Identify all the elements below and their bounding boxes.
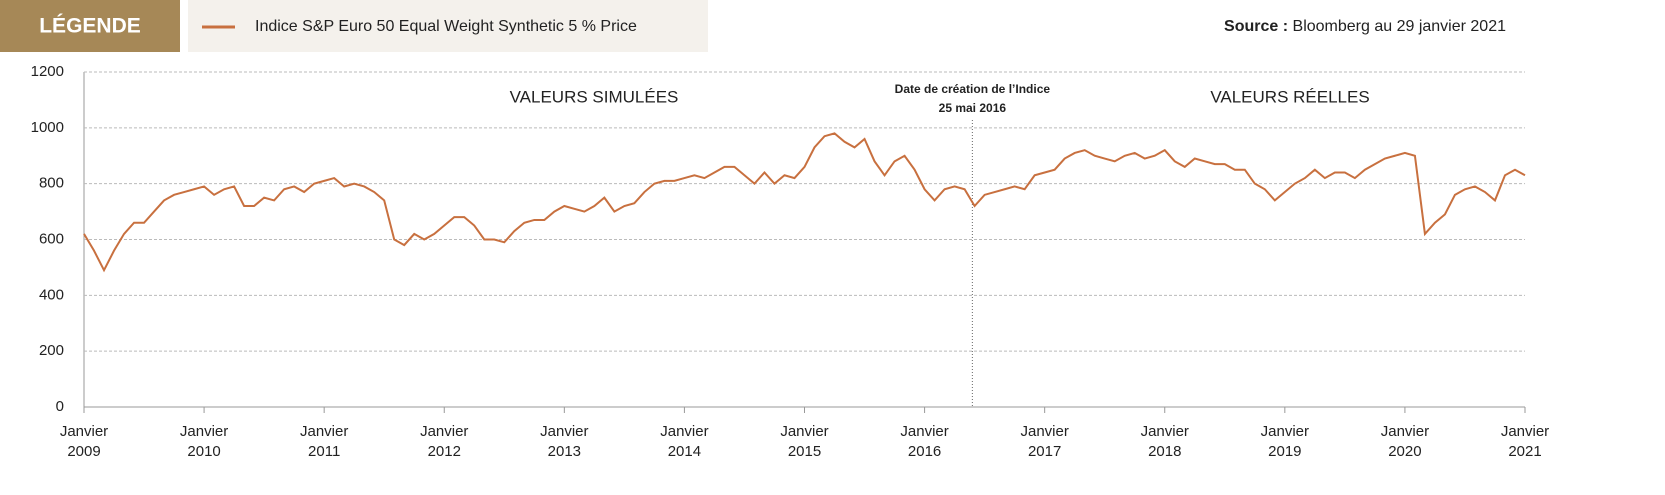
x-tick-label: Janvier 2018: [1141, 423, 1189, 460]
x-tick-label: Janvier 2020: [1381, 423, 1429, 460]
source-label: Source :: [1224, 18, 1288, 35]
source-text: Bloomberg au 29 janvier 2021: [1293, 18, 1507, 35]
legend-title: LÉGENDE: [39, 15, 141, 38]
y-tick-label: 1000: [31, 119, 64, 136]
x-tick-label: Janvier 2013: [540, 423, 588, 460]
x-tick-label: Janvier 2016: [900, 423, 948, 460]
annotation: Date de création de l’Indice: [895, 82, 1051, 96]
y-tick-label: 1200: [31, 63, 64, 80]
x-tick-label: Janvier 2014: [660, 423, 708, 460]
x-tick-label: Janvier 2017: [1020, 423, 1068, 460]
annotation: VALEURS RÉELLES: [1210, 87, 1369, 106]
x-tick-label: Janvier 2011: [300, 423, 348, 460]
y-tick-label: 600: [39, 230, 64, 247]
y-tick-label: 0: [56, 398, 64, 415]
x-tick-label: Janvier 2010: [180, 423, 228, 460]
series-line: [83, 132, 1526, 273]
x-tick-label: Janvier 2012: [420, 423, 468, 460]
y-tick-label: 200: [39, 342, 64, 359]
x-tick-label: Janvier 2009: [60, 423, 108, 460]
x-tick-label: Janvier 2019: [1261, 423, 1309, 460]
source: Source : Bloomberg au 29 janvier 2021: [1224, 18, 1506, 35]
x-tick-label: Janvier 2015: [780, 423, 828, 460]
legend-label: Indice S&P Euro 50 Equal Weight Syntheti…: [255, 18, 637, 35]
y-tick-label: 800: [39, 175, 64, 192]
annotation: 25 mai 2016: [939, 101, 1007, 115]
y-tick-label: 400: [39, 286, 64, 303]
legend-bg: [188, 0, 708, 52]
x-tick-label: Janvier 2021: [1501, 423, 1549, 460]
annotation: VALEURS SIMULÉES: [510, 87, 679, 106]
legend-header-bg: [0, 0, 180, 52]
